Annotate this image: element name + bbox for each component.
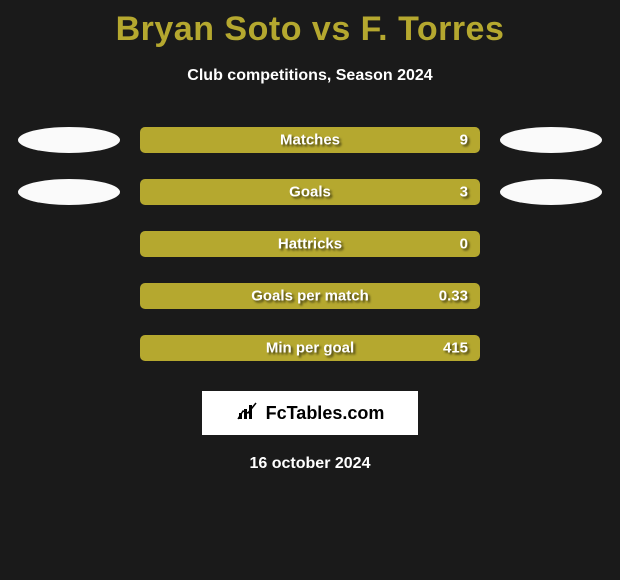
stat-label: Min per goal <box>266 340 354 357</box>
stat-label: Matches <box>280 132 340 149</box>
subtitle: Club competitions, Season 2024 <box>0 67 620 85</box>
page-title: Bryan Soto vs F. Torres <box>0 0 620 49</box>
brand-text: FcTables.com <box>266 403 385 424</box>
stat-bar: Matches 9 <box>140 127 480 153</box>
player-right-marker <box>500 127 602 153</box>
player-left-marker <box>18 179 120 205</box>
stat-bar: Goals per match 0.33 <box>140 283 480 309</box>
stat-row: Hattricks 0 <box>0 231 620 257</box>
stat-value: 0 <box>460 236 468 253</box>
stat-bar: Goals 3 <box>140 179 480 205</box>
stat-value: 9 <box>460 132 468 149</box>
player-left-marker <box>18 127 120 153</box>
stat-label: Hattricks <box>278 236 342 253</box>
brand-badge: FcTables.com <box>202 391 418 435</box>
stat-bar: Hattricks 0 <box>140 231 480 257</box>
stat-value: 415 <box>443 340 468 357</box>
stat-row: Matches 9 <box>0 127 620 153</box>
date-label: 16 october 2024 <box>0 455 620 473</box>
stat-rows: Matches 9 Goals 3 Hattricks 0 Goals per match 0… <box>0 127 620 361</box>
stat-row: Goals 3 <box>0 179 620 205</box>
stat-row: Min per goal 415 <box>0 335 620 361</box>
player-right-marker <box>500 179 602 205</box>
stat-value: 0.33 <box>439 288 468 305</box>
stat-value: 3 <box>460 184 468 201</box>
stat-row: Goals per match 0.33 <box>0 283 620 309</box>
stat-label: Goals <box>289 184 331 201</box>
stat-bar: Min per goal 415 <box>140 335 480 361</box>
bar-chart-icon <box>236 399 260 428</box>
stat-label: Goals per match <box>251 288 369 305</box>
